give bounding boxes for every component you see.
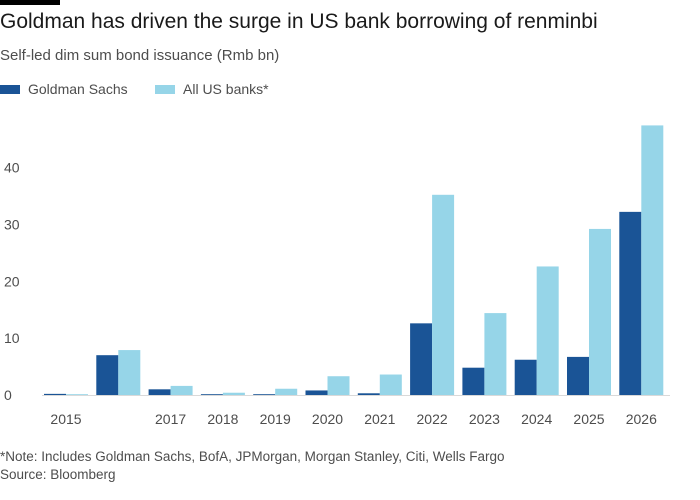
x-tick-label-2015: 2015 bbox=[50, 411, 81, 427]
y-tick-label-30: 30 bbox=[4, 216, 20, 232]
x-tick-label-2018: 2018 bbox=[207, 411, 238, 427]
y-tick-label-20: 20 bbox=[4, 273, 20, 289]
bar-all-us-banks-2017 bbox=[170, 385, 193, 395]
bar-all-us-banks-2024 bbox=[536, 266, 559, 395]
bar-goldman-sachs-2018 bbox=[200, 394, 223, 395]
bar-goldman-sachs-2021 bbox=[357, 393, 380, 395]
x-tick-label-2020: 2020 bbox=[312, 411, 343, 427]
bar-all-us-banks-2025 bbox=[589, 228, 611, 395]
footnote: *Note: Includes Goldman Sachs, BofA, JPM… bbox=[0, 449, 505, 464]
bar-goldman-sachs-2017 bbox=[148, 389, 171, 395]
bar-goldman-sachs-2020 bbox=[305, 390, 328, 395]
bar-all-us-banks-2022 bbox=[432, 194, 455, 395]
bar-goldman-sachs-2022 bbox=[410, 323, 433, 395]
bar-goldman-sachs-2019 bbox=[253, 394, 276, 395]
x-tick-label-2023: 2023 bbox=[469, 411, 500, 427]
y-tick-label-0: 0 bbox=[4, 387, 12, 403]
x-tick-label-2024: 2024 bbox=[521, 411, 552, 427]
legend-swatch-all-us-banks bbox=[155, 84, 175, 94]
legend-label-all-us-banks: All US banks* bbox=[183, 81, 269, 97]
bar-goldman-sachs-2024 bbox=[514, 359, 537, 395]
bar-all-us-banks-2020 bbox=[327, 376, 350, 395]
x-tick-label-2021: 2021 bbox=[364, 411, 395, 427]
bar-all-us-banks-blank-1 bbox=[118, 350, 141, 395]
bar-all-us-banks-2015 bbox=[66, 394, 88, 395]
x-tick-label-2026: 2026 bbox=[626, 411, 657, 427]
bar-all-us-banks-2021 bbox=[379, 374, 402, 395]
legend-item-all-us-banks: All US banks* bbox=[155, 80, 269, 98]
bar-goldman-sachs-2023 bbox=[462, 367, 485, 395]
bar-goldman-sachs-2015 bbox=[44, 393, 66, 395]
bar-all-us-banks-2023 bbox=[484, 313, 507, 395]
legend-label-goldman-sachs: Goldman Sachs bbox=[28, 81, 128, 97]
x-tick-label-2019: 2019 bbox=[260, 411, 291, 427]
x-tick-label-2022: 2022 bbox=[417, 411, 448, 427]
x-tick-label-2017: 2017 bbox=[155, 411, 186, 427]
legend-item-goldman-sachs: Goldman Sachs bbox=[0, 80, 128, 98]
chart-subtitle: Self-led dim sum bond issuance (Rmb bn) bbox=[0, 47, 280, 64]
bar-goldman-sachs-blank-1 bbox=[96, 355, 119, 395]
bar-chart: 0 10 20 30 40 2015 2017 2018 2019 2020 2021 2022 202… bbox=[4, 125, 670, 427]
bar-goldman-sachs-2026 bbox=[619, 211, 642, 395]
source-note: Source: Bloomberg bbox=[0, 467, 116, 482]
bar-all-us-banks-2018 bbox=[222, 392, 245, 395]
x-tick-label-2025: 2025 bbox=[573, 411, 604, 427]
bar-all-us-banks-2026 bbox=[641, 125, 664, 395]
chart-title: Goldman has driven the surge in US bank … bbox=[0, 10, 598, 33]
y-tick-label-10: 10 bbox=[4, 330, 20, 346]
bar-goldman-sachs-2025 bbox=[567, 356, 589, 395]
legend-swatch-goldman-sachs bbox=[0, 84, 20, 94]
y-tick-label-40: 40 bbox=[4, 160, 20, 176]
bar-all-us-banks-2019 bbox=[275, 388, 298, 395]
brand-bar bbox=[0, 0, 60, 5]
